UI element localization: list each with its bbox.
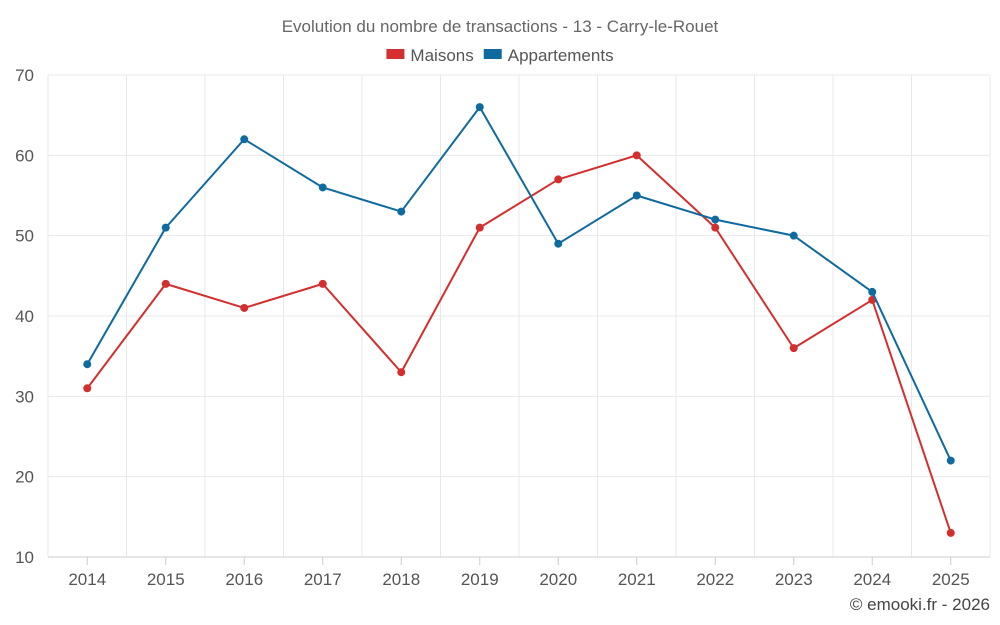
x-tick-label: 2025 <box>932 570 970 589</box>
data-point[interactable] <box>554 239 563 248</box>
series-line <box>86 154 952 534</box>
data-point[interactable] <box>711 215 720 224</box>
legend: Maisons Appartements <box>386 46 614 65</box>
data-point[interactable] <box>632 151 641 160</box>
credit-text: © emooki.fr - 2026 <box>850 595 990 614</box>
data-point[interactable] <box>554 175 563 184</box>
x-tick-label: 2020 <box>539 570 577 589</box>
legend-item-appartements[interactable]: Appartements <box>483 46 614 65</box>
x-tick-label: 2021 <box>618 570 656 589</box>
y-tick-label: 70 <box>15 66 34 85</box>
y-tick-label: 40 <box>15 307 34 326</box>
data-point[interactable] <box>632 191 641 200</box>
y-tick-label: 20 <box>15 468 34 487</box>
legend-label: Appartements <box>508 46 614 65</box>
data-point[interactable] <box>240 303 249 312</box>
chart-title: Evolution du nombre de transactions - 13… <box>282 17 719 36</box>
x-tick-label: 2019 <box>461 570 499 589</box>
data-point[interactable] <box>397 368 406 377</box>
series-line <box>86 106 952 462</box>
y-tick-label: 50 <box>15 227 34 246</box>
data-point[interactable] <box>868 287 877 296</box>
axes: 10 20 30 40 50 60 70 2014 2015 2016 2017 2018 2019 20… <box>15 66 990 589</box>
y-tick-label: 30 <box>15 387 34 406</box>
legend-swatch <box>483 49 502 59</box>
series-appartements <box>83 103 955 465</box>
data-point[interactable] <box>161 223 170 232</box>
data-point[interactable] <box>318 279 327 288</box>
x-tick-label: 2017 <box>304 570 342 589</box>
x-tick-label: 2018 <box>382 570 420 589</box>
data-point[interactable] <box>946 528 955 537</box>
data-point[interactable] <box>83 360 92 369</box>
x-tick-label: 2022 <box>696 570 734 589</box>
x-tick-label: 2023 <box>775 570 813 589</box>
grid <box>47 74 991 557</box>
legend-swatch <box>386 49 405 59</box>
y-tick-label: 60 <box>15 146 34 165</box>
data-point[interactable] <box>789 344 798 353</box>
series <box>83 103 955 537</box>
data-point[interactable] <box>946 456 955 465</box>
data-point[interactable] <box>397 207 406 216</box>
x-tick-label: 2024 <box>853 570 891 589</box>
data-point[interactable] <box>475 223 484 232</box>
x-tick-label: 2014 <box>68 570 106 589</box>
data-point[interactable] <box>711 223 720 232</box>
x-tick-label: 2015 <box>147 570 185 589</box>
data-point[interactable] <box>318 183 327 192</box>
x-tick-label: 2016 <box>225 570 263 589</box>
y-tick-label: 10 <box>15 548 34 567</box>
data-point[interactable] <box>161 279 170 288</box>
data-point[interactable] <box>83 384 92 393</box>
data-point[interactable] <box>240 135 249 144</box>
legend-item-maisons[interactable]: Maisons <box>386 46 474 65</box>
legend-label: Maisons <box>410 46 473 65</box>
data-point[interactable] <box>789 231 798 240</box>
data-point[interactable] <box>475 103 484 112</box>
